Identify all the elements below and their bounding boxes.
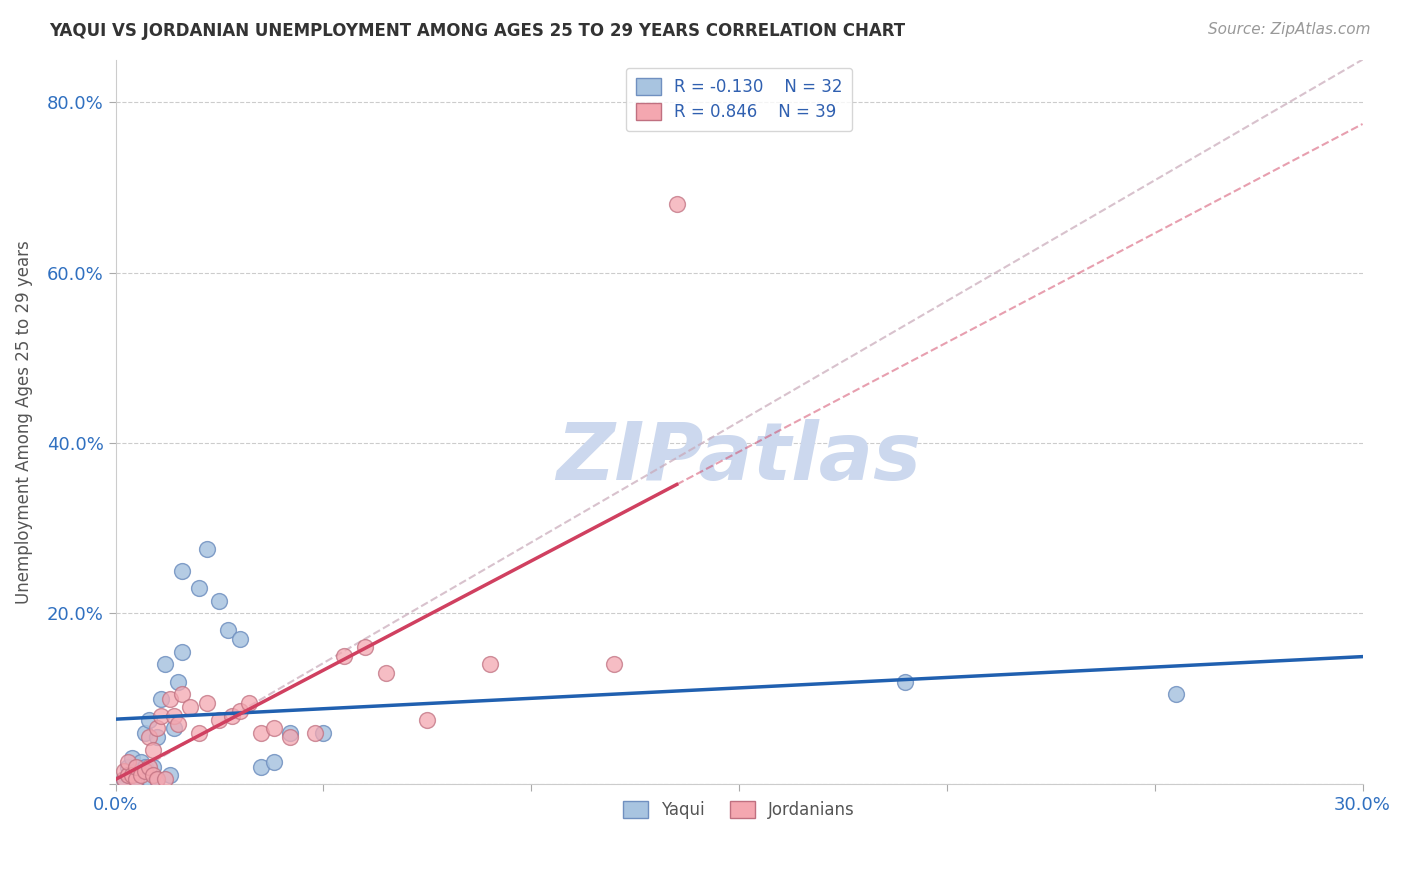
Point <box>354 640 377 655</box>
Point <box>221 708 243 723</box>
Point <box>159 691 181 706</box>
Point <box>179 700 201 714</box>
Point <box>138 772 160 787</box>
Point <box>112 772 135 787</box>
Point <box>208 713 231 727</box>
Point <box>278 725 301 739</box>
Point <box>142 768 165 782</box>
Point <box>170 645 193 659</box>
Point <box>665 197 688 211</box>
Point <box>155 657 177 672</box>
Text: Source: ZipAtlas.com: Source: ZipAtlas.com <box>1208 22 1371 37</box>
Point <box>229 704 252 718</box>
Point <box>603 657 626 672</box>
Point <box>134 725 156 739</box>
Point <box>163 708 186 723</box>
Point <box>138 760 160 774</box>
Point <box>478 657 501 672</box>
Point <box>125 772 148 787</box>
Point <box>117 756 139 770</box>
Point <box>129 768 152 782</box>
Point <box>150 691 173 706</box>
Point <box>217 624 239 638</box>
Point <box>894 674 917 689</box>
Point <box>170 687 193 701</box>
Point <box>250 725 273 739</box>
Point <box>170 564 193 578</box>
Point <box>138 713 160 727</box>
Point <box>146 722 169 736</box>
Point <box>374 665 396 680</box>
Point <box>208 593 231 607</box>
Y-axis label: Unemployment Among Ages 25 to 29 years: Unemployment Among Ages 25 to 29 years <box>15 240 32 604</box>
Point <box>195 696 218 710</box>
Point <box>150 708 173 723</box>
Text: ZIPatlas: ZIPatlas <box>557 419 921 497</box>
Point <box>142 742 165 756</box>
Point <box>187 725 209 739</box>
Point <box>312 725 335 739</box>
Point <box>146 772 169 787</box>
Point <box>112 772 135 787</box>
Point <box>187 581 209 595</box>
Point <box>163 722 186 736</box>
Point <box>138 730 160 744</box>
Point <box>416 713 439 727</box>
Point <box>263 756 285 770</box>
Point <box>304 725 326 739</box>
Point <box>229 632 252 646</box>
Point <box>142 760 165 774</box>
Point <box>263 722 285 736</box>
Point <box>146 730 169 744</box>
Point <box>117 768 139 782</box>
Point <box>155 772 177 787</box>
Point <box>333 648 356 663</box>
Point <box>134 764 156 778</box>
Point <box>112 764 135 778</box>
Point <box>278 730 301 744</box>
Point <box>159 768 181 782</box>
Point <box>125 764 148 778</box>
Point <box>195 542 218 557</box>
Point <box>117 760 139 774</box>
Point <box>125 760 148 774</box>
Point <box>238 696 260 710</box>
Point <box>121 751 143 765</box>
Point <box>167 717 190 731</box>
Text: YAQUI VS JORDANIAN UNEMPLOYMENT AMONG AGES 25 TO 29 YEARS CORRELATION CHART: YAQUI VS JORDANIAN UNEMPLOYMENT AMONG AG… <box>49 22 905 40</box>
Point <box>1164 687 1187 701</box>
Point <box>121 768 143 782</box>
Point <box>125 772 148 787</box>
Point <box>117 768 139 782</box>
Point <box>250 760 273 774</box>
Legend: Yaqui, Jordanians: Yaqui, Jordanians <box>616 795 862 826</box>
Point <box>134 760 156 774</box>
Point <box>146 772 169 787</box>
Point <box>129 756 152 770</box>
Point <box>167 674 190 689</box>
